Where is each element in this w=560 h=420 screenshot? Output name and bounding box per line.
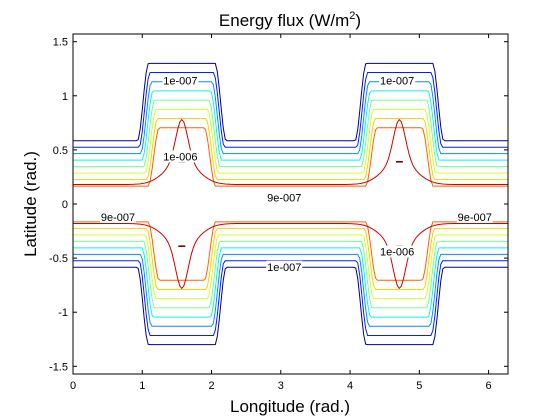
chart-title-main: Energy flux (W/m (219, 11, 349, 30)
contour-line (73, 127, 508, 187)
y-tick-label: 1.5 (53, 37, 68, 49)
x-tick-label: 4 (347, 380, 353, 392)
contour-label-background (266, 260, 303, 273)
contour-line (73, 62, 508, 142)
y-tick-label: -1.5 (49, 361, 68, 373)
y-tick-label: 0 (62, 199, 68, 211)
contour-label: 9e-007 (101, 212, 135, 224)
contour-line (73, 240, 508, 309)
contour-line (73, 90, 508, 161)
x-tick-label: 5 (416, 380, 422, 392)
contour-line (73, 72, 508, 148)
x-tick-label: 0 (70, 380, 76, 392)
x-axis-title: Longitude (rad.) (230, 397, 350, 416)
contour-label: 9e-007 (458, 212, 492, 224)
contour-label-background (100, 210, 137, 223)
contour-line (73, 81, 508, 155)
y-tick-label: -1 (58, 307, 68, 319)
contour-label-background (379, 74, 416, 87)
contour-label-background (162, 74, 199, 87)
contour-label: 1e-006 (163, 151, 197, 163)
x-tick-label: 1 (139, 380, 145, 392)
contour-line (73, 99, 508, 168)
contour-label-background (456, 210, 493, 223)
chart-title-suffix: ) (355, 11, 361, 30)
chart-title: Energy flux (W/m2) (219, 10, 361, 30)
contour-label: 9e-007 (267, 193, 301, 205)
x-tick-label: 3 (278, 380, 284, 392)
contour-line (73, 253, 508, 327)
contour-line (73, 221, 508, 281)
contour-lines (73, 62, 508, 346)
contour-label-background (162, 150, 199, 163)
contour-line (73, 118, 508, 186)
y-axis-ticks: 1.5 1 0.5 0 -0.5 -1 -1.5 (49, 37, 508, 373)
contour-line (73, 234, 508, 300)
contour-line (73, 247, 508, 318)
contour-line (73, 108, 508, 174)
contour-label: 1e-007 (380, 76, 414, 88)
contour-label-background (379, 245, 416, 258)
y-tick-label: 0.5 (53, 145, 68, 157)
y-axis-title: Latitude (rad.) (21, 151, 40, 257)
x-tick-label: 2 (208, 380, 214, 392)
contour-label: 1e-007 (267, 262, 301, 274)
contour-label-background (266, 191, 303, 204)
y-tick-label: -0.5 (49, 253, 68, 265)
y-tick-label: 1 (62, 91, 68, 103)
contour-line (73, 222, 508, 290)
contour-labels: 1e-007 1e-007 1e-006 9e-007 9e-007 9e-007 1e-0… (100, 74, 493, 274)
contour-line (73, 118, 508, 181)
contour-label: 1e-006 (380, 247, 414, 259)
x-tick-label: 6 (486, 380, 492, 392)
contour-line (73, 227, 508, 290)
contour-label: 1e-007 (163, 76, 197, 88)
x-axis-ticks: 0 1 2 3 4 5 6 (70, 34, 492, 392)
chart-title-superscript: 2 (349, 10, 355, 22)
